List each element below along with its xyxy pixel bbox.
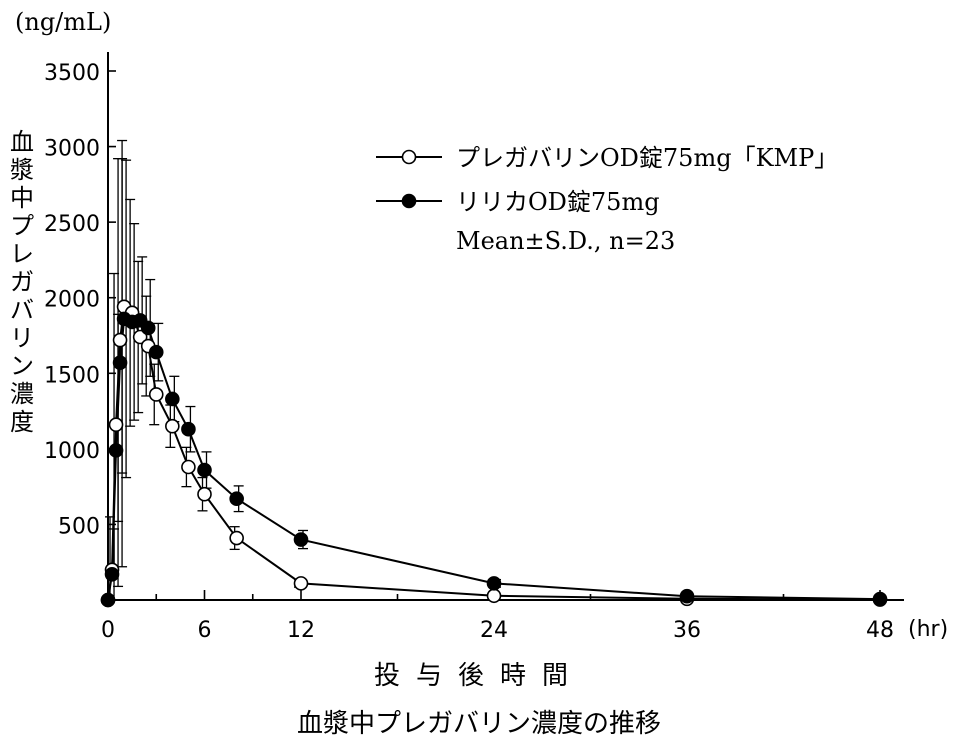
legend-label: リリカOD錠75mg bbox=[456, 188, 660, 216]
data-point-filled bbox=[112, 355, 128, 371]
data-point-open bbox=[293, 576, 309, 591]
x-tick-label: 12 bbox=[287, 618, 315, 643]
data-point-filled bbox=[679, 588, 695, 604]
x-tick-label: 48 bbox=[866, 618, 894, 643]
legend-marker-filled bbox=[401, 193, 417, 209]
y-tick-label: 2000 bbox=[44, 288, 100, 313]
y-tick-label: 1500 bbox=[44, 363, 100, 388]
data-point-filled bbox=[165, 391, 180, 407]
data-point-filled bbox=[104, 567, 120, 582]
series-line-1 bbox=[107, 304, 881, 601]
y-tick-label: 2500 bbox=[44, 212, 100, 237]
legend-note: Mean±S.D., n=23 bbox=[456, 227, 675, 255]
x-tick-label: 36 bbox=[673, 618, 701, 643]
series-line-2 bbox=[107, 317, 881, 601]
data-point-filled bbox=[293, 532, 309, 547]
data-point-open bbox=[229, 530, 244, 546]
data-point-filled bbox=[486, 576, 502, 591]
legend-marker-open bbox=[401, 149, 417, 165]
x-tick-label: 24 bbox=[480, 618, 508, 643]
data-point-filled bbox=[181, 421, 196, 437]
data-point-filled bbox=[140, 320, 156, 336]
data-point-filled bbox=[108, 443, 124, 458]
x-tick-label: 0 bbox=[101, 618, 115, 643]
x-axis-label: 投与後時間 bbox=[373, 661, 584, 691]
y-axis-label: 血漿中プレガバリン濃度 bbox=[10, 128, 34, 436]
chart-title: 血漿中プレガバリン濃度の推移 bbox=[296, 709, 661, 739]
data-point-open bbox=[486, 588, 502, 604]
data-point-open bbox=[148, 387, 164, 402]
data-point-filled bbox=[100, 592, 116, 608]
y-tick-label: 3000 bbox=[44, 137, 100, 162]
x-axis-unit: (hr) bbox=[908, 617, 948, 642]
y-tick-label: 500 bbox=[58, 514, 100, 539]
data-point-filled bbox=[148, 344, 164, 360]
y-tick-label: 3500 bbox=[44, 61, 100, 86]
data-point-filled bbox=[872, 591, 888, 607]
data-point-filled bbox=[197, 462, 212, 478]
data-point-open bbox=[197, 486, 212, 502]
data-point-filled bbox=[229, 491, 244, 507]
data-point-open bbox=[108, 417, 124, 432]
data-point-open bbox=[112, 332, 128, 348]
y-tick-label: 1000 bbox=[44, 439, 100, 464]
data-point-open bbox=[181, 459, 196, 475]
x-tick-label: 6 bbox=[198, 618, 212, 643]
y-axis-unit: (ng/mL) bbox=[15, 8, 111, 36]
legend-label: プレガバリンOD錠75mg「KMP」 bbox=[456, 144, 838, 172]
data-point-open bbox=[132, 329, 148, 345]
data-point-open bbox=[165, 418, 180, 434]
